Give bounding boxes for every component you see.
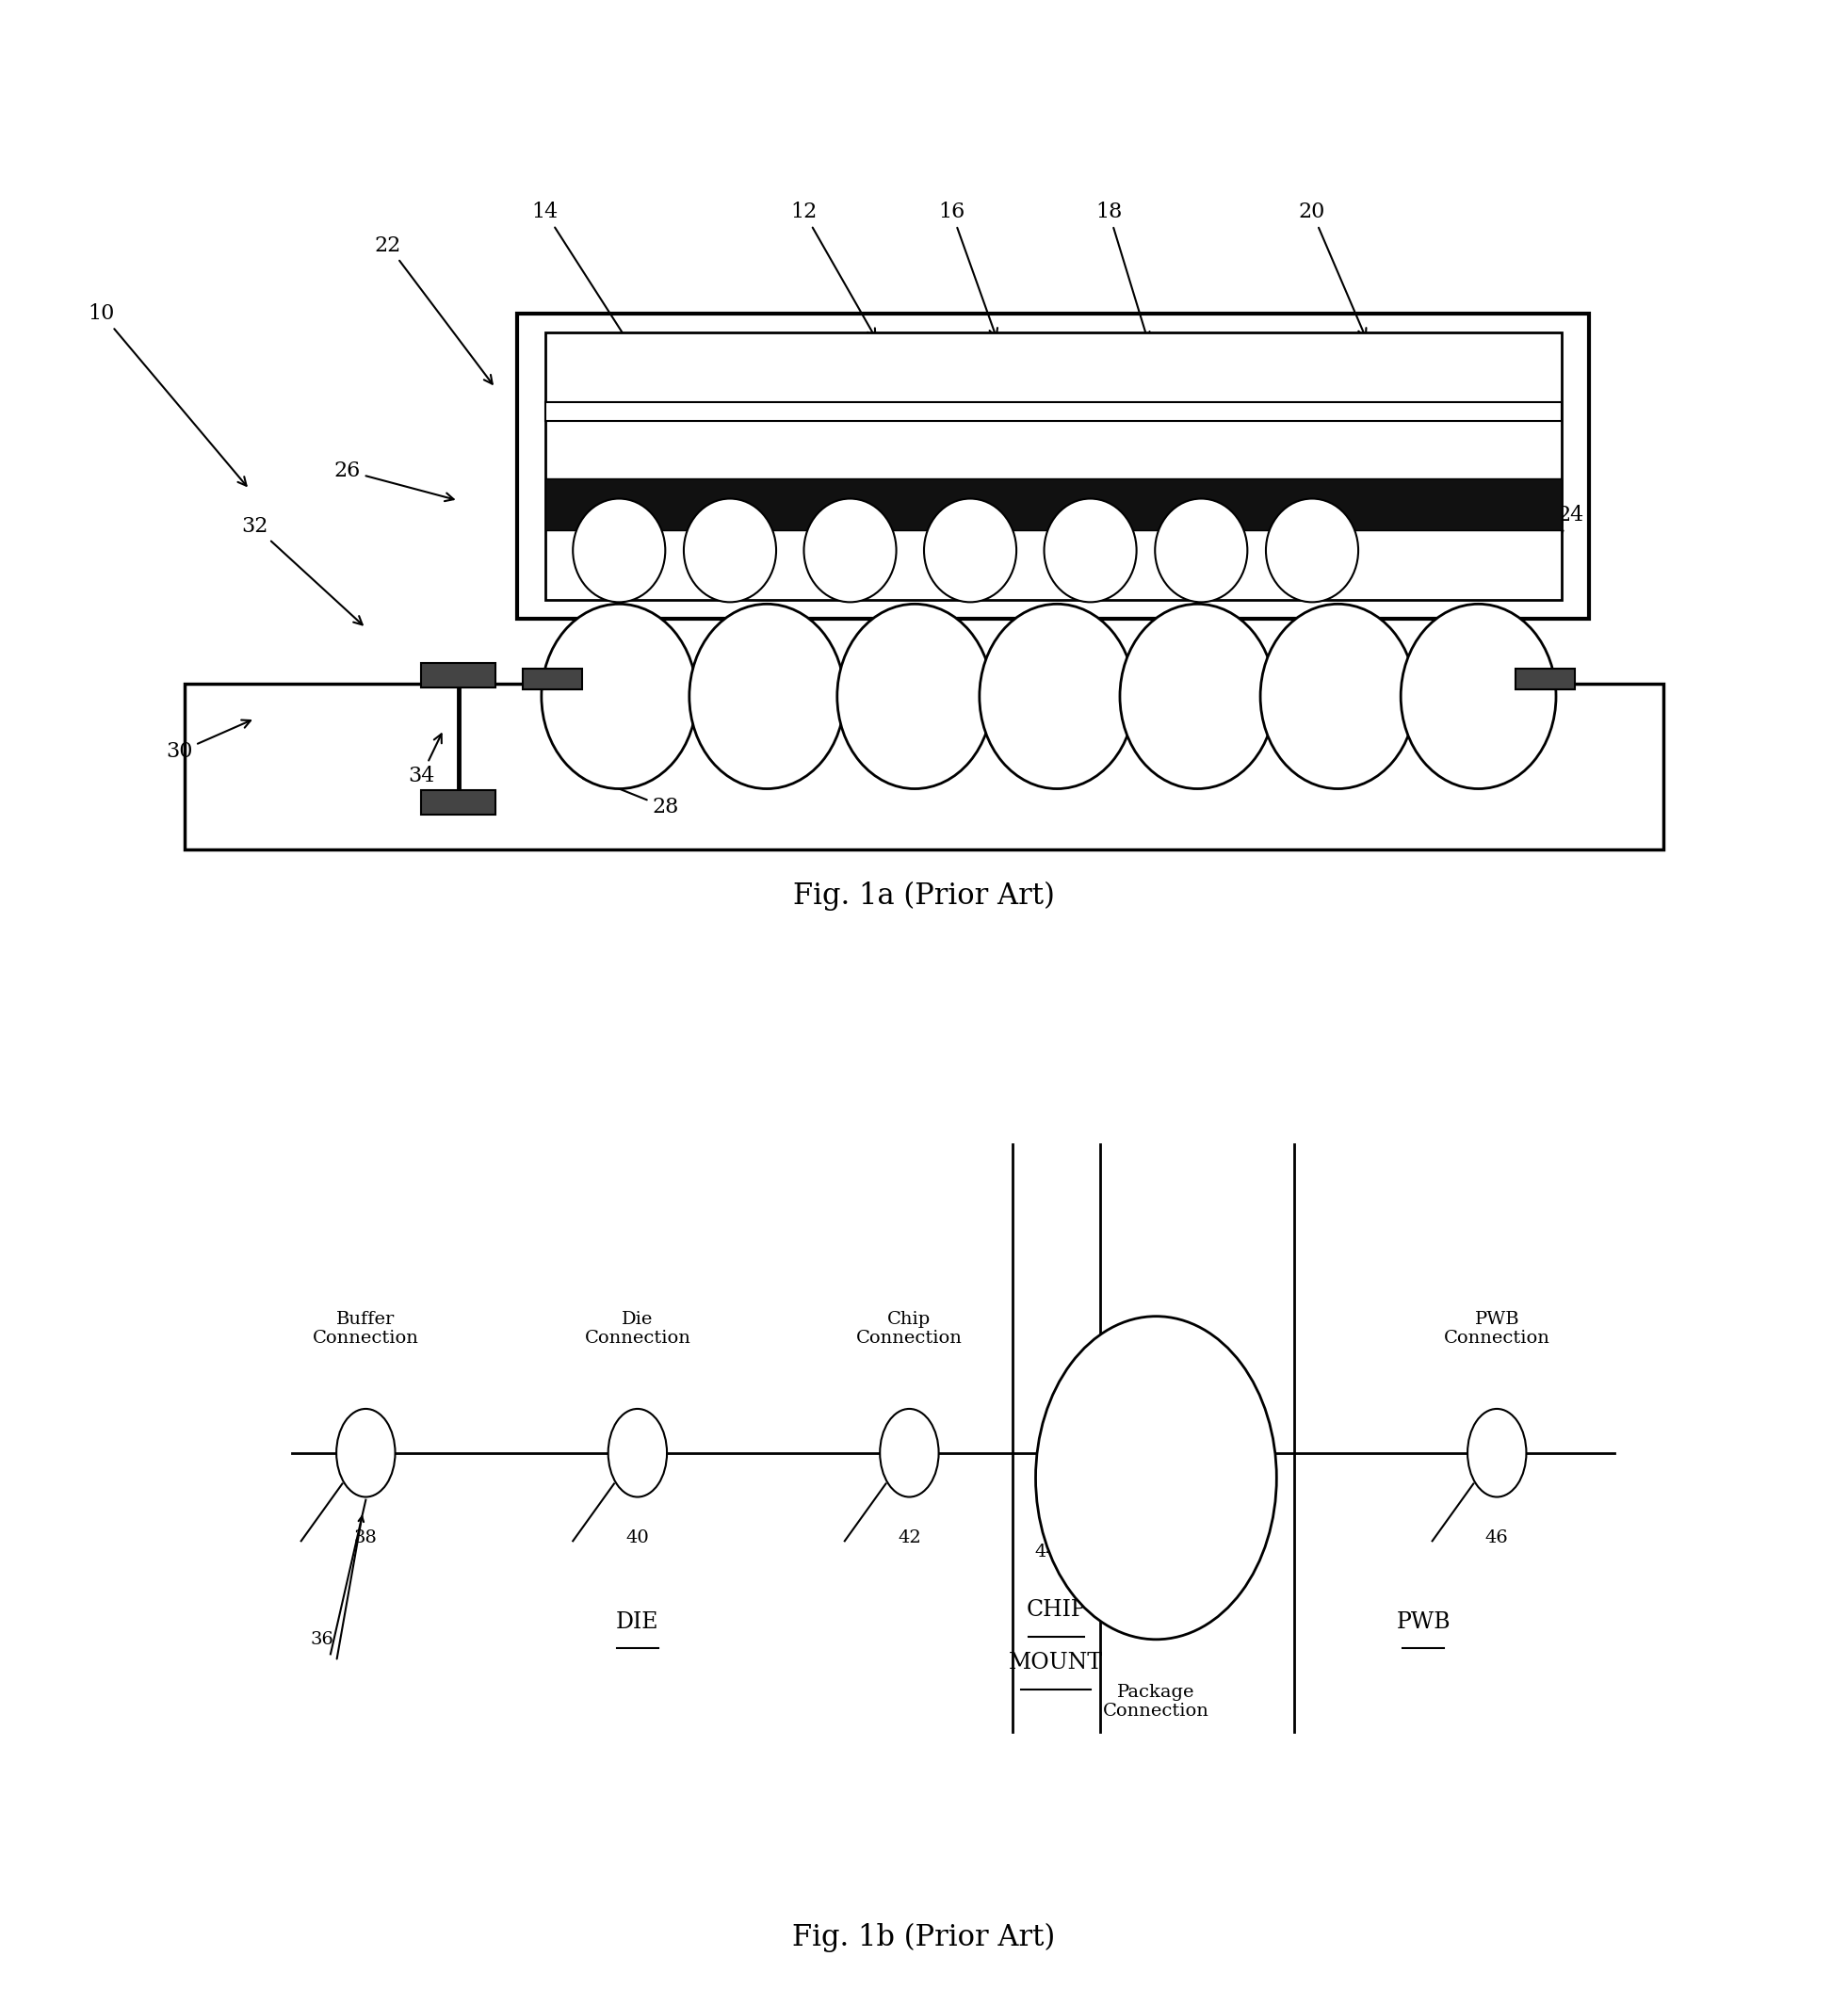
Ellipse shape (1120, 605, 1275, 790)
Bar (421, 790, 495, 815)
Text: 40: 40 (626, 1530, 649, 1545)
Text: 24: 24 (1532, 505, 1584, 593)
Text: 44: 44 (1035, 1543, 1057, 1561)
Ellipse shape (1260, 605, 1416, 790)
Ellipse shape (684, 499, 776, 603)
Ellipse shape (1035, 1317, 1277, 1639)
Bar (523, 668, 582, 688)
Ellipse shape (1155, 499, 1247, 603)
Bar (421, 662, 495, 686)
Text: 18: 18 (1096, 203, 1149, 340)
Text: PWB: PWB (1397, 1611, 1451, 1633)
Bar (545, 477, 1562, 531)
Ellipse shape (541, 605, 697, 790)
Text: 42: 42 (898, 1530, 920, 1545)
Ellipse shape (924, 499, 1016, 603)
Ellipse shape (979, 605, 1135, 790)
Text: 46: 46 (1486, 1530, 1508, 1545)
Ellipse shape (1401, 605, 1556, 790)
Text: 36: 36 (310, 1631, 333, 1649)
Text: 14: 14 (532, 203, 636, 352)
Bar (185, 684, 1663, 849)
Text: 30: 30 (166, 720, 251, 762)
Ellipse shape (880, 1408, 939, 1498)
Text: 16: 16 (939, 203, 998, 336)
Ellipse shape (804, 499, 896, 603)
Text: Buffer
Connection: Buffer Connection (312, 1311, 419, 1347)
Text: 38: 38 (355, 1530, 377, 1545)
Bar (545, 332, 1562, 601)
Bar (545, 402, 1562, 422)
Text: PWB
Connection: PWB Connection (1443, 1311, 1550, 1347)
Bar (1515, 668, 1574, 688)
Text: 28: 28 (577, 772, 678, 817)
Bar (517, 314, 1589, 619)
Ellipse shape (608, 1408, 667, 1498)
Ellipse shape (573, 499, 665, 603)
Text: 26: 26 (334, 461, 453, 501)
Text: 10: 10 (89, 304, 246, 485)
Text: 32: 32 (242, 515, 362, 625)
Ellipse shape (837, 605, 992, 790)
Text: CHIP: CHIP (1026, 1599, 1087, 1621)
Text: DIE: DIE (615, 1611, 660, 1633)
Text: Fig. 1b (Prior Art): Fig. 1b (Prior Art) (793, 1923, 1055, 1953)
Text: MOUNT: MOUNT (1009, 1653, 1103, 1675)
Ellipse shape (1266, 499, 1358, 603)
Ellipse shape (689, 605, 845, 790)
Ellipse shape (336, 1408, 395, 1498)
Text: 22: 22 (375, 235, 492, 384)
Text: Die
Connection: Die Connection (584, 1311, 691, 1347)
Text: Package
Connection: Package Connection (1103, 1683, 1209, 1720)
Text: 34: 34 (408, 734, 442, 786)
Text: Chip
Connection: Chip Connection (856, 1311, 963, 1347)
Text: 20: 20 (1299, 203, 1366, 338)
Ellipse shape (1044, 499, 1137, 603)
Text: 12: 12 (791, 203, 876, 338)
Ellipse shape (1467, 1408, 1526, 1498)
Text: Fig. 1a (Prior Art): Fig. 1a (Prior Art) (793, 881, 1055, 911)
